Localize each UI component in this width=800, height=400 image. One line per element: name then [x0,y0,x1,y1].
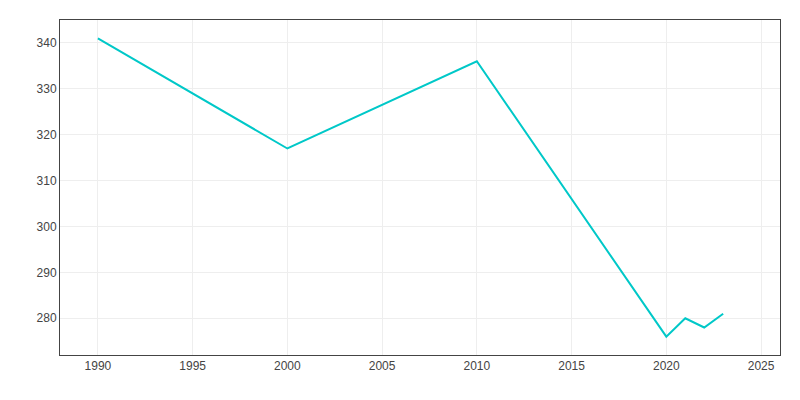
svg-text:320: 320 [37,128,57,142]
svg-text:2025: 2025 [748,359,775,373]
svg-text:300: 300 [37,220,57,234]
svg-text:2005: 2005 [369,359,396,373]
svg-text:290: 290 [37,266,57,280]
svg-text:330: 330 [37,82,57,96]
svg-text:2015: 2015 [558,359,585,373]
svg-text:1990: 1990 [85,359,112,373]
svg-text:2010: 2010 [463,359,490,373]
svg-text:2020: 2020 [653,359,680,373]
svg-text:310: 310 [37,174,57,188]
svg-text:280: 280 [37,311,57,325]
svg-text:2000: 2000 [274,359,301,373]
svg-text:340: 340 [37,36,57,50]
svg-text:1995: 1995 [179,359,206,373]
